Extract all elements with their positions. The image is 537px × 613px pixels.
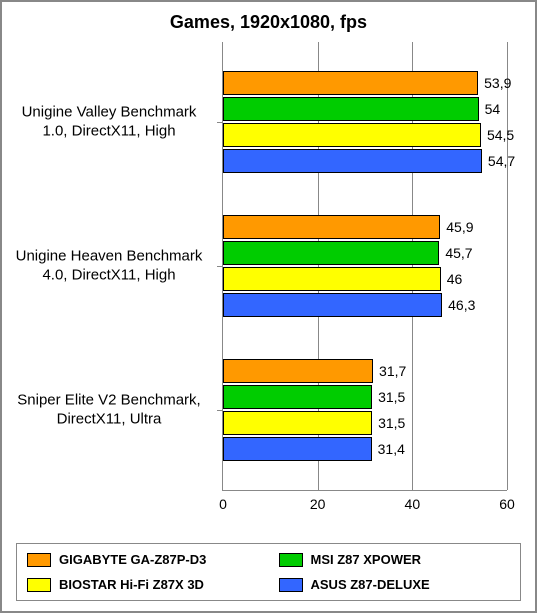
gridline <box>507 42 508 490</box>
value-label: 54,5 <box>481 127 514 143</box>
bar-gigabyte <box>223 71 478 95</box>
bar-msi <box>223 97 479 121</box>
bar-asus <box>223 293 442 317</box>
chart-frame: Games, 1920x1080, fps 0204060Unigine Val… <box>0 0 537 613</box>
category-label: Unigine Valley Benchmark 1.0, DirectX11,… <box>9 103 223 141</box>
value-label: 45,7 <box>439 245 472 261</box>
chart-title: Games, 1920x1080, fps <box>2 2 535 33</box>
value-label: 53,9 <box>478 75 511 91</box>
legend: GIGABYTE GA-Z87P-D3 MSI Z87 XPOWER BIOSTAR… <box>16 543 521 601</box>
category-label: Sniper Elite V2 Benchmark, DirectX11, Ul… <box>9 391 223 429</box>
x-tick-label: 40 <box>405 496 421 512</box>
legend-swatch <box>27 578 51 592</box>
legend-label: ASUS Z87-DELUXE <box>311 577 430 592</box>
category-label: Unigine Heaven Benchmark 4.0, DirectX11,… <box>9 247 223 285</box>
value-label: 45,9 <box>440 219 473 235</box>
bar-msi <box>223 241 439 265</box>
value-label: 31,7 <box>373 363 406 379</box>
bar-msi <box>223 385 372 409</box>
legend-swatch <box>27 553 51 567</box>
bar-gigabyte <box>223 359 373 383</box>
legend-label: MSI Z87 XPOWER <box>311 552 422 567</box>
value-label: 31,5 <box>372 389 405 405</box>
bar-biostar <box>223 267 441 291</box>
x-tick-label: 60 <box>499 496 515 512</box>
x-tick-label: 0 <box>219 496 227 512</box>
bar-asus <box>223 437 372 461</box>
legend-label: GIGABYTE GA-Z87P-D3 <box>59 552 206 567</box>
legend-label: BIOSTAR Hi-Fi Z87X 3D <box>59 577 204 592</box>
value-label: 46 <box>441 271 463 287</box>
value-label: 31,4 <box>372 441 405 457</box>
legend-item-gigabyte: GIGABYTE GA-Z87P-D3 <box>27 552 259 567</box>
legend-item-asus: ASUS Z87-DELUXE <box>279 577 511 592</box>
value-label: 54,7 <box>482 153 515 169</box>
bar-gigabyte <box>223 215 440 239</box>
x-tick-label: 20 <box>310 496 326 512</box>
legend-item-biostar: BIOSTAR Hi-Fi Z87X 3D <box>27 577 259 592</box>
legend-swatch <box>279 578 303 592</box>
legend-item-msi: MSI Z87 XPOWER <box>279 552 511 567</box>
plot-area: 0204060Unigine Valley Benchmark 1.0, Dir… <box>222 42 507 491</box>
value-label: 54 <box>479 101 501 117</box>
bar-biostar <box>223 411 372 435</box>
value-label: 31,5 <box>372 415 405 431</box>
bar-biostar <box>223 123 481 147</box>
legend-swatch <box>279 553 303 567</box>
value-label: 46,3 <box>442 297 475 313</box>
bar-asus <box>223 149 482 173</box>
